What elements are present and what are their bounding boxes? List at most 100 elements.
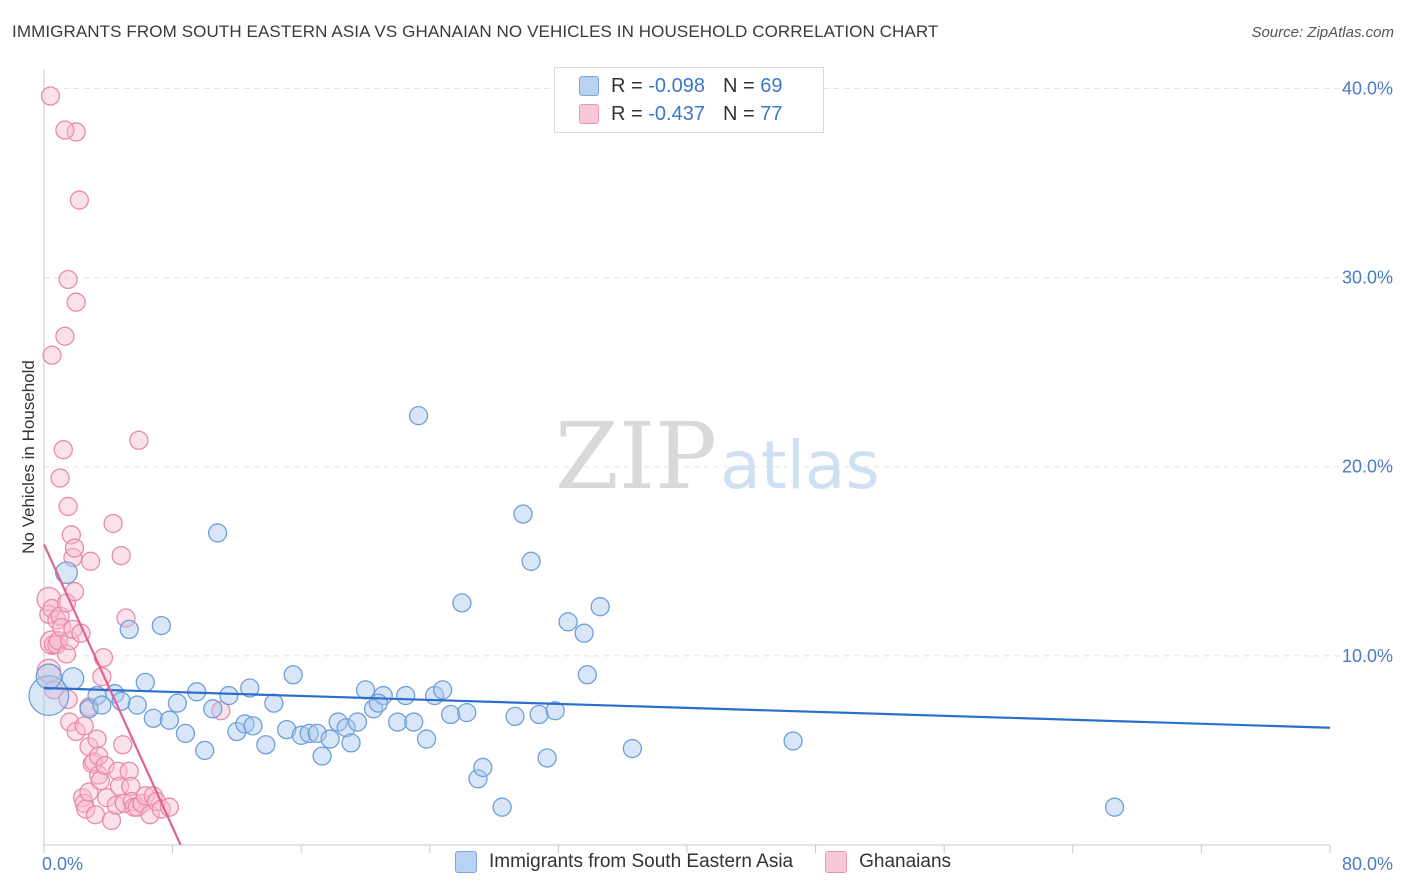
- blue-point-12: [143, 708, 163, 728]
- blue-point-48: [441, 704, 461, 725]
- blue-point-57: [537, 748, 557, 768]
- blue-point-60: [574, 623, 594, 643]
- blue-point-1: [35, 663, 63, 690]
- blue-point-21: [219, 685, 239, 706]
- pink-point-73: [211, 701, 231, 721]
- watermark: ZIP atlas: [555, 403, 880, 510]
- series-legend-blue[interactable]: Immigrants from South Eastern Asia: [454, 851, 794, 873]
- pink-point-27: [66, 292, 86, 312]
- blue-point-36: [341, 733, 361, 753]
- legend-row-blue: R = -0.098 N = 69: [579, 73, 782, 99]
- blue-point-58: [545, 701, 565, 721]
- pink-point-54: [108, 761, 128, 781]
- legend-n-label: N =: [722, 102, 755, 125]
- legend-r-label: R =: [611, 74, 643, 97]
- legend-r-label: R =: [611, 102, 643, 125]
- pink-point-59: [116, 608, 136, 628]
- pink-point-74: [40, 86, 61, 106]
- correlation-legend: R = -0.098 N = 69 R = -0.437 N = 77: [554, 67, 824, 133]
- pink-point-4: [42, 598, 62, 619]
- blue-point-32: [312, 746, 332, 766]
- blue-point-49: [457, 702, 477, 723]
- x-tick-label-1: 80.0%: [1342, 854, 1393, 874]
- svg-text:ZIP: ZIP: [555, 403, 717, 510]
- blue-point-61: [577, 665, 597, 685]
- blue-point-29: [291, 725, 311, 745]
- blue-point-47: [433, 680, 453, 700]
- blue-point-59: [558, 612, 578, 632]
- blue-point-13: [151, 615, 171, 636]
- pink-point-67: [135, 786, 155, 806]
- blue-point-62: [590, 597, 610, 617]
- legend-row-pink: R = -0.437 N = 77: [579, 101, 782, 127]
- series-legend: Immigrants from South Eastern Asia Ghana…: [0, 851, 1406, 873]
- blue-point-30: [299, 723, 319, 744]
- blue-point-65: [1104, 797, 1125, 817]
- blue-point-54: [513, 504, 533, 524]
- pink-point-14: [55, 326, 75, 346]
- blue-point-45: [416, 729, 437, 749]
- blue-point-56: [529, 704, 549, 725]
- pink-point-17: [58, 496, 78, 517]
- pink-point-20: [60, 712, 80, 732]
- ghanaians-points: [36, 86, 231, 831]
- series-label-blue: Immigrants from South Eastern Asia: [488, 851, 794, 872]
- blue-point-42: [396, 685, 416, 706]
- pink-point-19: [58, 269, 78, 290]
- series-swatch-pink: [825, 851, 848, 873]
- pink-point-48: [93, 648, 114, 668]
- pink-point-56: [111, 545, 131, 566]
- pink-point-42: [85, 805, 106, 825]
- blue-point-9: [119, 619, 139, 640]
- pink-point-13: [53, 440, 73, 460]
- blue-point-16: [175, 723, 196, 744]
- y-tick-label-1: 20.0%: [1342, 457, 1393, 477]
- pink-point-76: [42, 345, 62, 365]
- blue-point-51: [473, 757, 493, 778]
- blue-point-11: [135, 672, 155, 692]
- pink-point-52: [103, 513, 123, 534]
- tick-labels: 10.0% 20.0% 30.0% 40.0% 0.0% 80.0%: [42, 78, 1393, 874]
- pink-point-61: [121, 776, 141, 797]
- pink-point-50: [97, 788, 117, 808]
- series-swatch-blue: [454, 851, 477, 873]
- blue-point-67: [368, 693, 389, 713]
- blue-point-10: [127, 695, 147, 715]
- pink-point-57: [113, 735, 133, 755]
- blue-point-28: [283, 665, 303, 685]
- blue-point-23: [235, 714, 255, 734]
- source-label: Source: ZipAtlas.com: [1251, 24, 1394, 41]
- blue-point-52: [492, 797, 512, 817]
- y-tick-label-2: 30.0%: [1342, 268, 1393, 288]
- pink-point-51: [101, 810, 122, 831]
- pink-point-30: [69, 190, 90, 210]
- blue-point-19: [203, 699, 223, 719]
- legend-swatch-pink: [579, 104, 599, 124]
- blue-point-63: [622, 738, 642, 759]
- pink-point-60: [119, 761, 139, 781]
- legend-n-value-pink: 77: [760, 102, 783, 125]
- blue-point-26: [264, 693, 284, 713]
- pink-point-11: [50, 468, 70, 488]
- blue-point-44: [408, 406, 429, 426]
- y-tick-label-0: 10.0%: [1342, 646, 1393, 666]
- blue-point-68: [243, 716, 263, 736]
- series-label-pink: Ghanaians: [859, 851, 952, 872]
- x-tick-label-0: 0.0%: [42, 854, 83, 874]
- blue-point-0: [28, 675, 70, 717]
- blue-point-15: [167, 693, 188, 713]
- series-legend-pink[interactable]: Ghanaians: [825, 851, 951, 873]
- blue-point-55: [521, 551, 541, 571]
- svg-text:atlas: atlas: [720, 427, 880, 504]
- pink-point-45: [89, 746, 109, 766]
- blue-point-20: [207, 523, 228, 543]
- pink-point-26: [64, 538, 85, 558]
- pink-point-0: [36, 586, 62, 612]
- blue-trend-line: [43, 686, 1331, 729]
- pink-point-39: [80, 551, 101, 571]
- blue-point-18: [195, 740, 215, 761]
- blue-point-64: [783, 731, 803, 751]
- legend-r-value-pink: -0.437: [648, 102, 705, 125]
- blue-point-33: [320, 729, 340, 749]
